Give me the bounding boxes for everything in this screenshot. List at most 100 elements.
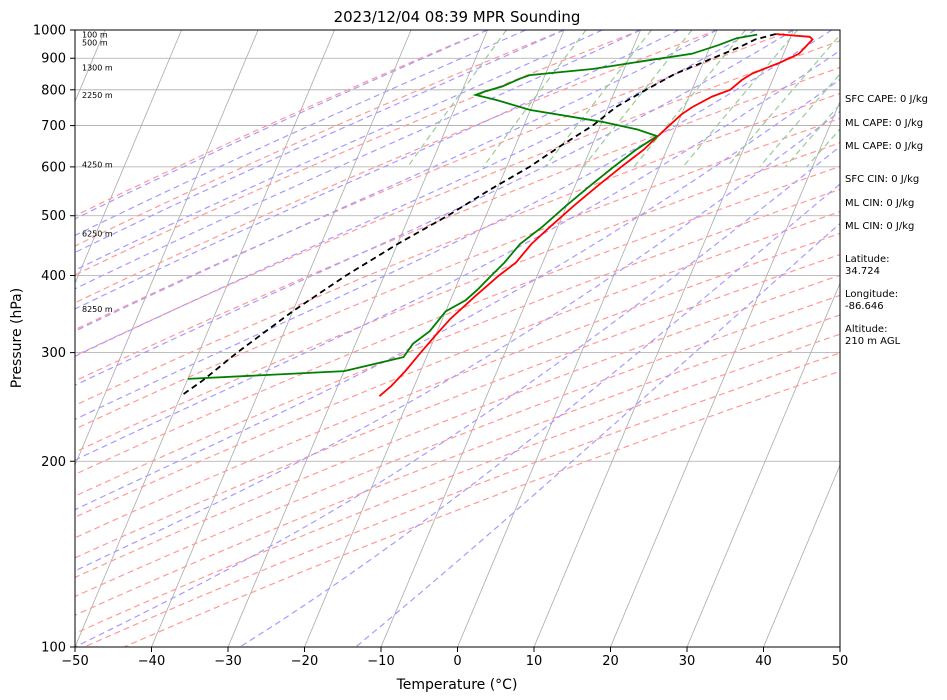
x-axis-label: Temperature (°C) [396, 677, 518, 693]
stats-line: ML CIN: 0 J/kg [845, 221, 914, 232]
height-annotation: 6250 m [82, 229, 113, 238]
height-annotation: 100 m [82, 31, 108, 40]
mixing-ratio-line [726, 34, 840, 168]
isotherm-line [457, 30, 718, 647]
stats-line: ML CIN: 0 J/kg [845, 198, 914, 209]
x-tick-label: −10 [367, 654, 394, 669]
stats-line: -86.646 [845, 301, 884, 312]
x-tick-label: 30 [679, 654, 696, 669]
mixing-ratio-line [482, 30, 587, 168]
dry-adiabat-line [75, 253, 840, 559]
isotherm-line [151, 30, 412, 647]
x-tick-label: −20 [291, 654, 318, 669]
mixing-ratio-line [633, 30, 746, 168]
x-tick-label: 50 [832, 654, 849, 669]
isotherm-line [686, 282, 840, 647]
isotherm-line [75, 30, 182, 285]
isotherm-line [75, 30, 259, 467]
stats-line: 34.724 [845, 266, 880, 277]
height-annotation: 1300 m [82, 63, 113, 72]
y-tick-label: 600 [41, 160, 66, 175]
isotherm-line [304, 30, 565, 647]
dry-adiabat-line [75, 117, 840, 430]
stats-line: 210 m AGL [845, 336, 901, 347]
x-tick-label: −50 [61, 654, 88, 669]
mixing-ratio-line [759, 73, 840, 168]
dry-adiabat-line [75, 30, 488, 217]
dry-adiabat-line [75, 92, 840, 407]
dry-adiabat-line [75, 142, 840, 453]
moist-adiabat-line [75, 30, 718, 332]
stats-line: SFC CAPE: 0 J/kg [845, 94, 928, 105]
y-tick-label: 300 [41, 346, 66, 361]
sounding-stats: SFC CAPE: 0 J/kg ML CAPE: 0 J/kg ML CAPE: … [845, 94, 928, 347]
isotherm-line [533, 30, 794, 647]
x-tick-label: 20 [602, 654, 619, 669]
temperature-line [378, 33, 814, 397]
x-tick-label: 10 [526, 654, 543, 669]
mixing-ratio-line [582, 30, 693, 168]
height-annotation: 8250 m [82, 305, 113, 314]
dry-adiabat-line [75, 314, 840, 616]
y-tick-label: 500 [41, 209, 66, 224]
dry-adiabat-line [75, 210, 840, 518]
mixing-ratio-line [806, 128, 840, 168]
moist-adiabat-line [75, 49, 840, 461]
isotherm-line [227, 30, 488, 647]
moist-adiabat-line [75, 30, 756, 357]
stats-line: Latitude: [845, 254, 890, 265]
dry-adiabat-line [75, 333, 840, 635]
x-tick-label: 40 [755, 654, 772, 669]
isotherm-line [75, 30, 335, 647]
dry-adiabat-line [75, 40, 840, 357]
background-lines [75, 30, 840, 647]
mixing-ratio-line [784, 103, 840, 168]
y-tick-label: 900 [41, 52, 66, 67]
moist-adiabat-line [75, 78, 840, 511]
mixing-ratio-line [682, 30, 798, 168]
stats-line: SFC CIN: 0 J/kg [845, 174, 919, 185]
dry-adiabat-line [75, 30, 641, 276]
y-axis-label: Pressure (hPa) [9, 288, 25, 388]
y-tick-label: 400 [41, 269, 66, 284]
sounding-profiles [179, 33, 814, 397]
plot-frame [74, 29, 841, 648]
height-annotation: 500 m [82, 38, 108, 47]
dry-adiabat-line [75, 165, 840, 476]
dry-adiabat-line [75, 294, 840, 598]
moist-adiabat-line [75, 30, 641, 290]
isotherm-line [380, 30, 641, 647]
stats-line: Altitude: [845, 324, 887, 335]
moist-adiabat-line [75, 110, 840, 572]
moist-adiabat-line [75, 30, 680, 310]
y-tick-label: 800 [41, 83, 66, 98]
y-tick-label: 1000 [33, 24, 66, 39]
moist-adiabat-line [75, 30, 603, 271]
moist-adiabat-line [75, 30, 488, 220]
x-tick-label: 0 [453, 654, 461, 669]
moist-adiabat-line [75, 30, 527, 237]
axis-ticks: −50 −40 −30 −20 −10 0 10 20 30 40 50 100 200 300 400 50… [33, 24, 848, 670]
y-tick-label: 700 [41, 119, 66, 134]
moist-adiabat-line [75, 30, 833, 421]
x-tick-label: −30 [214, 654, 241, 669]
dry-adiabat-line [83, 352, 840, 647]
stats-line: ML CAPE: 0 J/kg [845, 118, 923, 129]
x-tick-label: −40 [138, 654, 165, 669]
y-tick-label: 200 [41, 455, 66, 470]
dry-adiabat-line [75, 232, 840, 539]
mixing-ratio-line [544, 30, 652, 168]
dry-adiabat-line [75, 188, 840, 497]
mixing-ratio-line [407, 30, 507, 168]
height-annotation: 2250 m [82, 91, 113, 100]
dry-adiabat-line [75, 66, 840, 382]
dry-adiabat-line [75, 30, 565, 247]
y-tick-label: 100 [41, 641, 66, 656]
stats-line: ML CAPE: 0 J/kg [845, 141, 923, 152]
dry-adiabat-line [75, 274, 840, 579]
parcel-profile-line [179, 33, 777, 397]
stats-line: Longitude: [845, 289, 898, 300]
moist-adiabat-line [355, 222, 840, 647]
isotherm-line [610, 100, 840, 647]
